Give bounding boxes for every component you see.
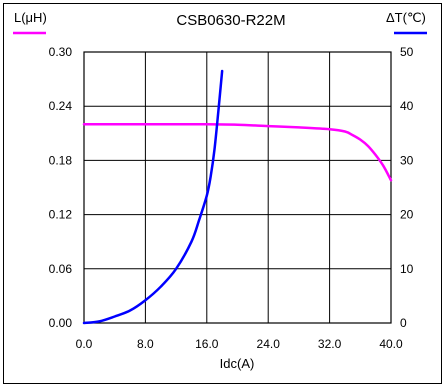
y-right-tick-label: 20 bbox=[400, 208, 414, 222]
series-group bbox=[82, 69, 393, 325]
y-right-tick-label: 0 bbox=[400, 316, 407, 330]
y-left-tick-label: 0.18 bbox=[49, 153, 73, 167]
y-left-tick-label: 0.06 bbox=[49, 262, 73, 276]
y-right-tick-label: 50 bbox=[400, 45, 414, 59]
right-axis-unit: ΔT(℃) bbox=[386, 10, 426, 25]
y-left-tick-label: 0.12 bbox=[49, 208, 73, 222]
x-tick-label: 0.0 bbox=[76, 337, 93, 351]
x-tick-label: 24.0 bbox=[257, 337, 281, 351]
grid-lines bbox=[84, 52, 391, 323]
y-right-tick-label: 10 bbox=[400, 262, 414, 276]
y-right-tick-label: 30 bbox=[400, 153, 414, 167]
x-tick-label: 8.0 bbox=[137, 337, 154, 351]
chart-frame bbox=[3, 3, 442, 384]
inductance-curve bbox=[82, 122, 393, 182]
tick-labels: 0.0 8.0 16.0 24.0 32.0 40.0 0.00 0.06 0.12 0.18 0.… bbox=[49, 45, 414, 351]
x-tick-label: 16.0 bbox=[195, 337, 219, 351]
x-axis-title: Idc(A) bbox=[220, 356, 255, 371]
y-left-tick-label: 0.24 bbox=[49, 99, 73, 113]
y-left-tick-label: 0.00 bbox=[49, 316, 73, 330]
y-left-tick-label: 0.30 bbox=[49, 45, 73, 59]
left-axis-unit: L(μH) bbox=[14, 10, 47, 25]
x-tick-label: 40.0 bbox=[379, 337, 403, 351]
x-tick-label: 32.0 bbox=[318, 337, 342, 351]
y-right-tick-label: 40 bbox=[400, 99, 414, 113]
temperature-rise-curve bbox=[82, 69, 224, 325]
plot-area-border bbox=[83, 51, 392, 324]
chart-title: CSB0630-R22M bbox=[176, 12, 285, 29]
